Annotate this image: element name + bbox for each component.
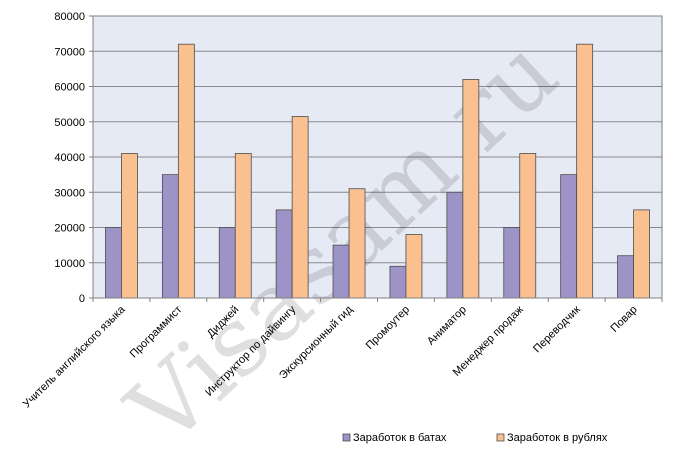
- legend-label-rub: Заработок в рублях: [507, 432, 608, 444]
- bar-rub: [519, 153, 537, 299]
- bar-rub: [462, 79, 480, 299]
- y-tick-label: 30000: [54, 187, 85, 199]
- legend-swatch-baht: [342, 433, 351, 442]
- bar-baht: [332, 244, 350, 299]
- bar-rub: [291, 116, 309, 299]
- bar-rub: [234, 153, 252, 299]
- legend: Заработок в батах Заработок в рублях: [342, 432, 608, 444]
- legend-label-baht: Заработок в батах: [353, 432, 447, 444]
- bar-baht: [275, 209, 293, 299]
- bar-rub: [348, 188, 366, 299]
- bar-baht: [218, 227, 236, 299]
- x-category-label: Аниматор: [425, 304, 469, 348]
- axes: [89, 15, 663, 302]
- y-tick-label: 60000: [54, 82, 85, 94]
- bar-baht: [105, 227, 122, 299]
- x-category-label: Переводчик: [531, 304, 583, 356]
- bar-baht: [503, 227, 521, 299]
- x-category-label: Промоутер: [364, 304, 412, 352]
- x-category-label: Повар: [609, 304, 640, 335]
- bar-baht: [389, 265, 407, 299]
- x-category-label: Учитель английского языка: [21, 303, 128, 410]
- y-tick-label: 70000: [54, 46, 85, 58]
- y-tick-label: 50000: [54, 117, 85, 129]
- x-category-labels: Учитель английского языка Программист Дидж…: [21, 303, 640, 410]
- legend-swatch-rub: [496, 433, 505, 442]
- y-tick-labels: 0 10000 20000 30000 40000 50000 60000 70000 8000…: [54, 11, 85, 305]
- bar-rub: [121, 153, 138, 299]
- bar-rub: [633, 209, 650, 299]
- bar-baht: [161, 174, 179, 299]
- bar-rub: [405, 234, 423, 299]
- y-tick-label: 40000: [54, 152, 85, 164]
- bar-baht: [617, 255, 634, 299]
- bar-baht: [446, 191, 464, 299]
- y-tick-label: 0: [79, 293, 85, 305]
- y-tick-label: 10000: [54, 258, 85, 270]
- bar-rub: [177, 43, 195, 299]
- bar-rub: [576, 43, 594, 299]
- bar-baht: [560, 174, 578, 299]
- y-tick-label: 20000: [54, 223, 85, 235]
- y-tick-label: 80000: [54, 11, 85, 23]
